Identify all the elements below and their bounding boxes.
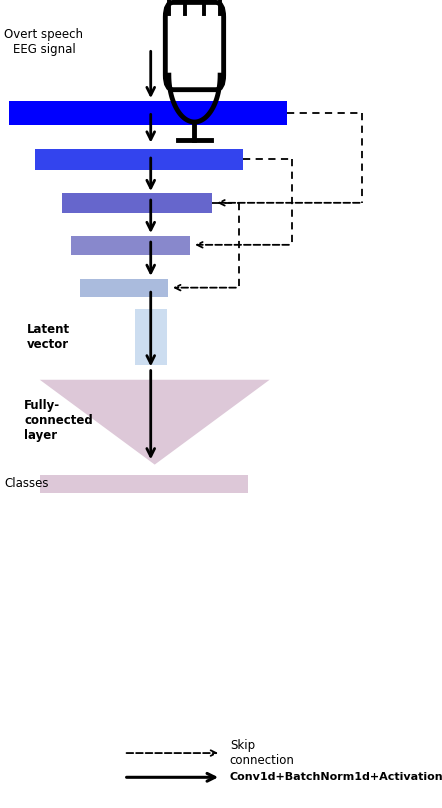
Bar	[35, 149, 243, 170]
Bar	[80, 279, 168, 297]
Text: Conv1d+BatchNorm1d+Activation: Conv1d+BatchNorm1d+Activation	[230, 772, 442, 782]
Text: Overt speech
EEG signal: Overt speech EEG signal	[4, 28, 84, 57]
Text: Fully-
connected
layer: Fully- connected layer	[24, 398, 93, 442]
Polygon shape	[40, 380, 270, 465]
Bar	[71, 236, 190, 255]
Text: Latent
vector: Latent vector	[27, 323, 70, 351]
Bar	[40, 475, 248, 493]
Bar	[9, 101, 287, 125]
FancyBboxPatch shape	[165, 2, 224, 90]
Bar	[135, 309, 167, 365]
Text: Skip
connection: Skip connection	[230, 739, 295, 767]
Text: Classes: Classes	[4, 478, 49, 490]
Bar	[62, 193, 212, 213]
